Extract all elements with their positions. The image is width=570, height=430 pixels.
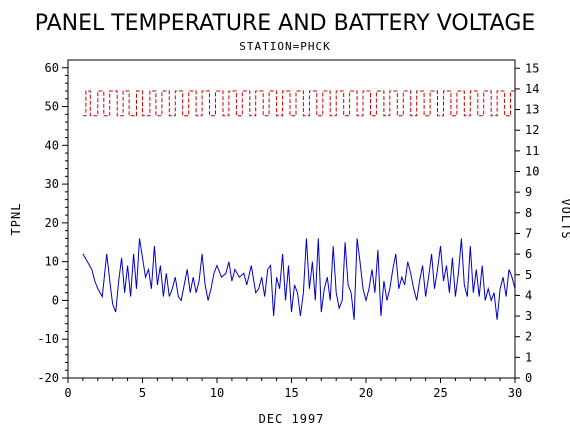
chart-subtitle: STATION=PHCK: [239, 40, 330, 53]
left-y-tick-label: -10: [37, 332, 59, 346]
panel-temperature-series: [82, 238, 516, 320]
right-y-tick-label: 9: [525, 185, 532, 199]
left-y-tick-label: 30: [45, 177, 59, 191]
x-tick-label: 20: [359, 386, 373, 400]
right-y-axis-label: VOLTS: [559, 198, 570, 239]
right-y-tick-label: 12: [525, 123, 539, 137]
left-y-tick-label: -20: [37, 371, 59, 385]
left-y-tick-label: 20: [45, 216, 59, 230]
left-y-tick-label: 50: [45, 100, 59, 114]
right-y-tick-label: 10: [525, 165, 539, 179]
left-y-axis-label: TPNL: [9, 203, 23, 236]
right-y-tick-label: 4: [525, 288, 532, 302]
voltage-line: [82, 90, 515, 117]
plot-frame: [67, 59, 516, 379]
right-y-tick-label: 1: [525, 350, 532, 364]
left-y-axis: -20 -10 0 10 20 30 40 50 60: [37, 61, 68, 385]
x-tick-label: 0: [64, 386, 71, 400]
right-y-tick-label: 15: [525, 61, 539, 75]
left-y-tick-label: 40: [45, 138, 59, 152]
x-tick-label: 10: [210, 386, 224, 400]
right-y-tick-label: 3: [525, 309, 532, 323]
right-y-tick-label: 8: [525, 206, 532, 220]
left-y-tick-label: 60: [45, 61, 59, 75]
x-tick-label: 5: [139, 386, 146, 400]
left-y-tick-label: 0: [52, 293, 59, 307]
x-tick-label: 25: [433, 386, 447, 400]
x-axis: 0 5 10 15 20 25 30: [64, 378, 522, 400]
right-y-tick-label: 11: [525, 144, 539, 158]
x-axis-label: DEC 1997: [259, 412, 325, 426]
right-y-tick-label: 2: [525, 330, 532, 344]
right-y-tick-label: 7: [525, 226, 532, 240]
right-y-tick-label: 0: [525, 371, 532, 385]
right-y-tick-label: 14: [525, 82, 539, 96]
right-y-tick-label: 13: [525, 103, 539, 117]
battery-voltage-series: [82, 90, 515, 117]
x-tick-label: 15: [284, 386, 298, 400]
chart-title: PANEL TEMPERATURE AND BATTERY VOLTAGE: [35, 11, 536, 36]
temperature-line: [82, 238, 516, 320]
x-tick-label: 30: [508, 386, 522, 400]
right-y-tick-label: 5: [525, 268, 532, 282]
left-y-tick-label: 10: [45, 255, 59, 269]
right-y-tick-label: 6: [525, 247, 532, 261]
